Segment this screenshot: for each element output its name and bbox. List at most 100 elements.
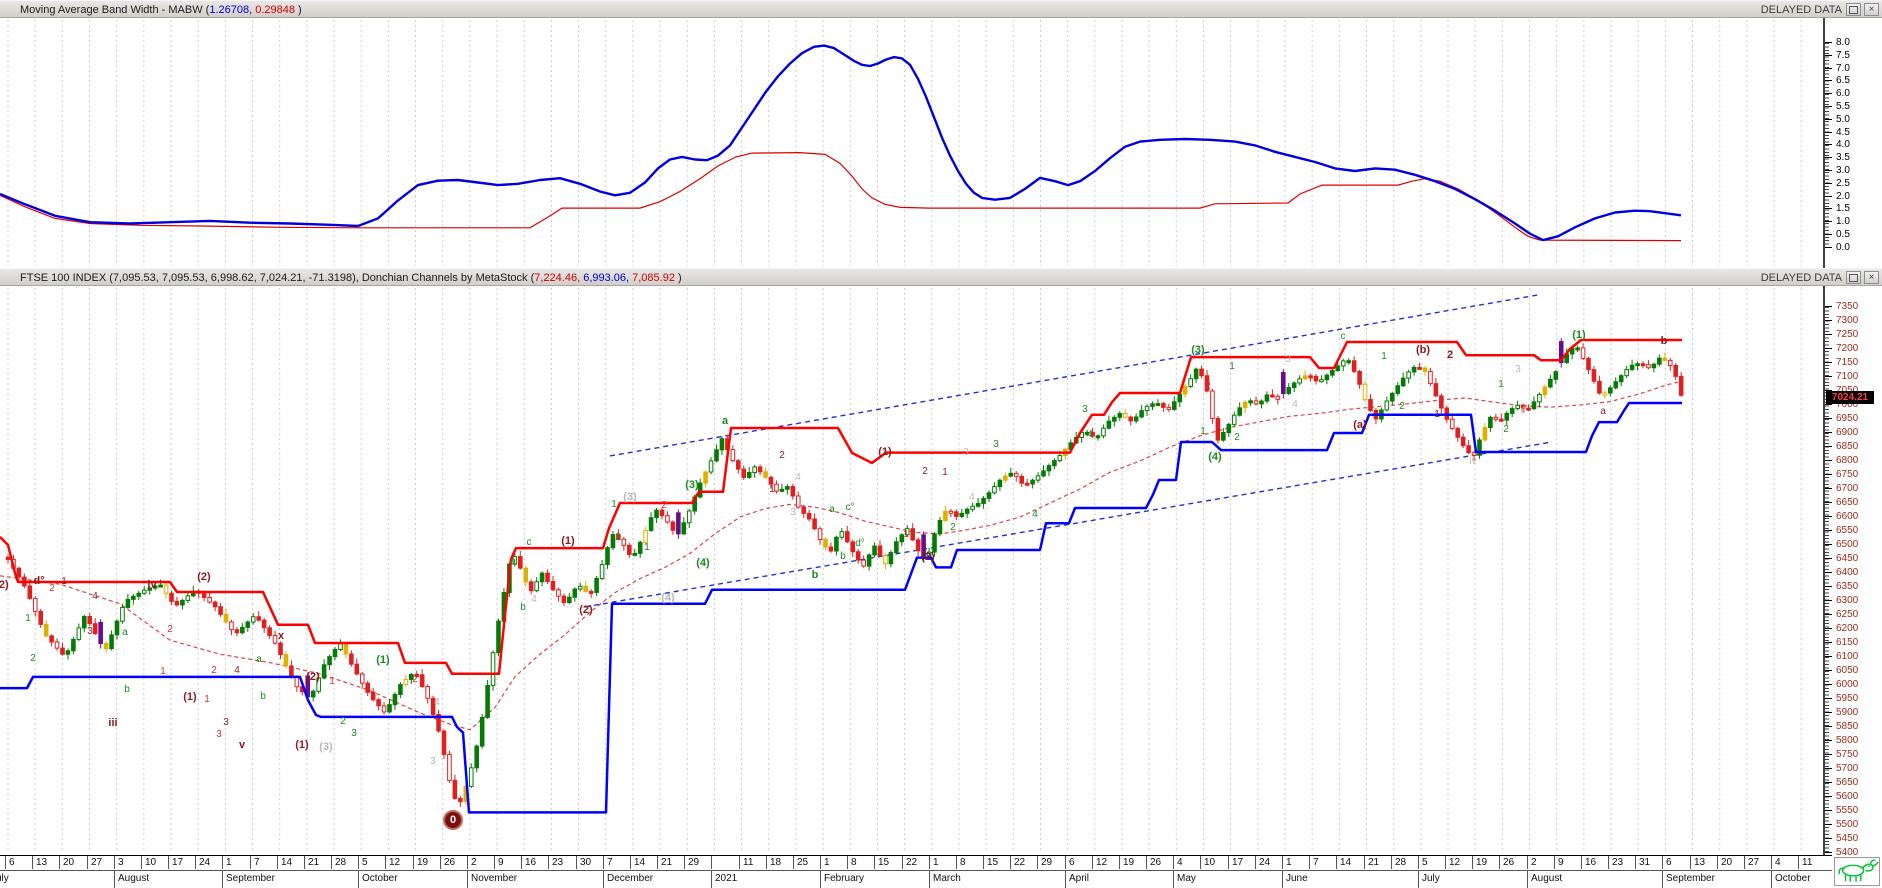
mabw-plot-area[interactable] (0, 18, 1825, 268)
week-start-day-label: 20 (1721, 857, 1733, 868)
bull-market-indicator (1834, 857, 1880, 886)
week-separator (1255, 856, 1256, 869)
week-separator (304, 856, 305, 869)
axis-label: 7150 (1836, 357, 1859, 368)
axis-tick (1825, 782, 1832, 783)
axis-tick-comb (1825, 307, 1829, 854)
close-button[interactable]: × (1864, 3, 1879, 16)
month-separator (1282, 871, 1283, 888)
month-separator (358, 871, 359, 888)
axis-label: 7200 (1836, 343, 1859, 354)
week-separator (1065, 856, 1066, 869)
restore-button[interactable] (1846, 271, 1861, 284)
week-separator (1554, 856, 1555, 869)
week-separator (1228, 856, 1229, 869)
axis-tick (1825, 418, 1832, 419)
date-axis-days: 6 13 20 27 3 10 17 24 1 7 14 21 28 5 12 19 26 2 9 16 23 30 7 14… (0, 856, 1832, 870)
axis-tick (1825, 362, 1832, 363)
restore-button[interactable] (1846, 3, 1861, 16)
close-button[interactable]: × (1864, 271, 1879, 284)
axis-tick (1825, 656, 1832, 657)
month-label: December (607, 873, 654, 884)
mabw-title: Moving Average Band Width - MABW (1.2670… (20, 4, 302, 16)
axis-tick (1825, 516, 1832, 517)
week-separator (494, 856, 495, 869)
axis-label: 5.0 (1836, 113, 1850, 125)
month-label: April (1069, 873, 1090, 884)
week-separator (1690, 856, 1691, 869)
mabw-value: 1.26708 (209, 4, 250, 16)
week-separator (603, 856, 604, 869)
axis-label: 6450 (1836, 553, 1859, 564)
mabw-line (0, 44, 1682, 242)
axis-label: 5750 (1836, 749, 1859, 760)
week-start-day-label: 11 (1802, 857, 1813, 868)
week-separator (657, 856, 658, 869)
mabw-signal-line (0, 151, 1682, 242)
week-start-day-label: 24 (199, 857, 211, 868)
week-separator (195, 856, 196, 869)
axis-tick (1825, 572, 1832, 573)
axis-tick (1825, 118, 1832, 120)
week-separator (1499, 856, 1500, 869)
axis-tick (1825, 796, 1832, 797)
donchian-upper-line (0, 338, 1682, 676)
week-separator (1581, 856, 1582, 869)
axis-label: 5850 (1836, 721, 1859, 732)
axis-label: 7350 (1836, 301, 1859, 312)
week-start-day-label: 17 (172, 857, 184, 868)
axis-label: 2.5 (1836, 177, 1850, 189)
axis-tick (1825, 824, 1832, 825)
axis-label: 6850 (1836, 441, 1859, 452)
week-start-day-label: 6 (1069, 857, 1075, 868)
axis-label: 6500 (1836, 539, 1859, 550)
axis-label: 7100 (1836, 371, 1859, 382)
axis-tick (1825, 404, 1832, 405)
week-separator (711, 856, 712, 869)
week-start-day-label: 6 (9, 857, 15, 868)
week-start-day-label: 23 (1612, 857, 1624, 868)
week-separator (548, 856, 549, 869)
month-separator (711, 871, 712, 888)
axis-label: 5450 (1836, 833, 1859, 844)
month-separator (1418, 871, 1419, 888)
week-start-day-label: 9 (1558, 857, 1564, 868)
axis-tick (1825, 642, 1832, 643)
week-start-day-label: 3 (118, 857, 124, 868)
axis-tick (1825, 474, 1832, 475)
axis-tick (1825, 432, 1832, 433)
week-separator (902, 856, 903, 869)
month-separator (1173, 871, 1174, 888)
axis-label: 0.0 (1836, 241, 1850, 253)
axis-label: 6100 (1836, 651, 1859, 662)
week-separator (1472, 856, 1473, 869)
month-label: August (1531, 873, 1563, 884)
axis-label: 6200 (1836, 623, 1859, 634)
week-start-day-label: 12 (1449, 857, 1461, 868)
ftse-title-bar[interactable]: FTSE 100 INDEX (7,095.53, 7,095.53, 6,99… (0, 268, 1882, 286)
week-separator (222, 856, 223, 869)
axis-tick (1825, 157, 1832, 159)
delayed-data-label: DELAYED DATA (1760, 272, 1842, 284)
week-separator (630, 856, 631, 869)
week-start-day-label: 26 (444, 857, 456, 868)
month-label: September (1666, 873, 1715, 884)
month-separator (1662, 871, 1663, 888)
mabw-title-bar[interactable]: Moving Average Band Width - MABW (1.2670… (0, 0, 1882, 18)
week-start-day-label: 26 (1503, 857, 1515, 868)
week-separator (1173, 856, 1174, 869)
week-separator (576, 856, 577, 869)
week-start-day-label: 30 (580, 857, 592, 868)
week-start-day-label: 25 (797, 857, 809, 868)
week-start-day-label: 28 (335, 857, 347, 868)
axis-label: 3.5 (1836, 152, 1850, 164)
axis-label: 6650 (1836, 497, 1859, 508)
ftse-plot-area[interactable]: (2)d°211243abiiiiv21(2)21(1)343vabx(2)12… (0, 286, 1825, 855)
axis-tick (1825, 246, 1832, 248)
axis-label: 7.5 (1836, 49, 1850, 61)
current-price-tag: 7024.21 (1826, 391, 1874, 404)
week-separator (874, 856, 875, 869)
mabw-chart-svg (0, 18, 1825, 268)
date-axis-months: July August September October November Decemb… (0, 870, 1832, 888)
